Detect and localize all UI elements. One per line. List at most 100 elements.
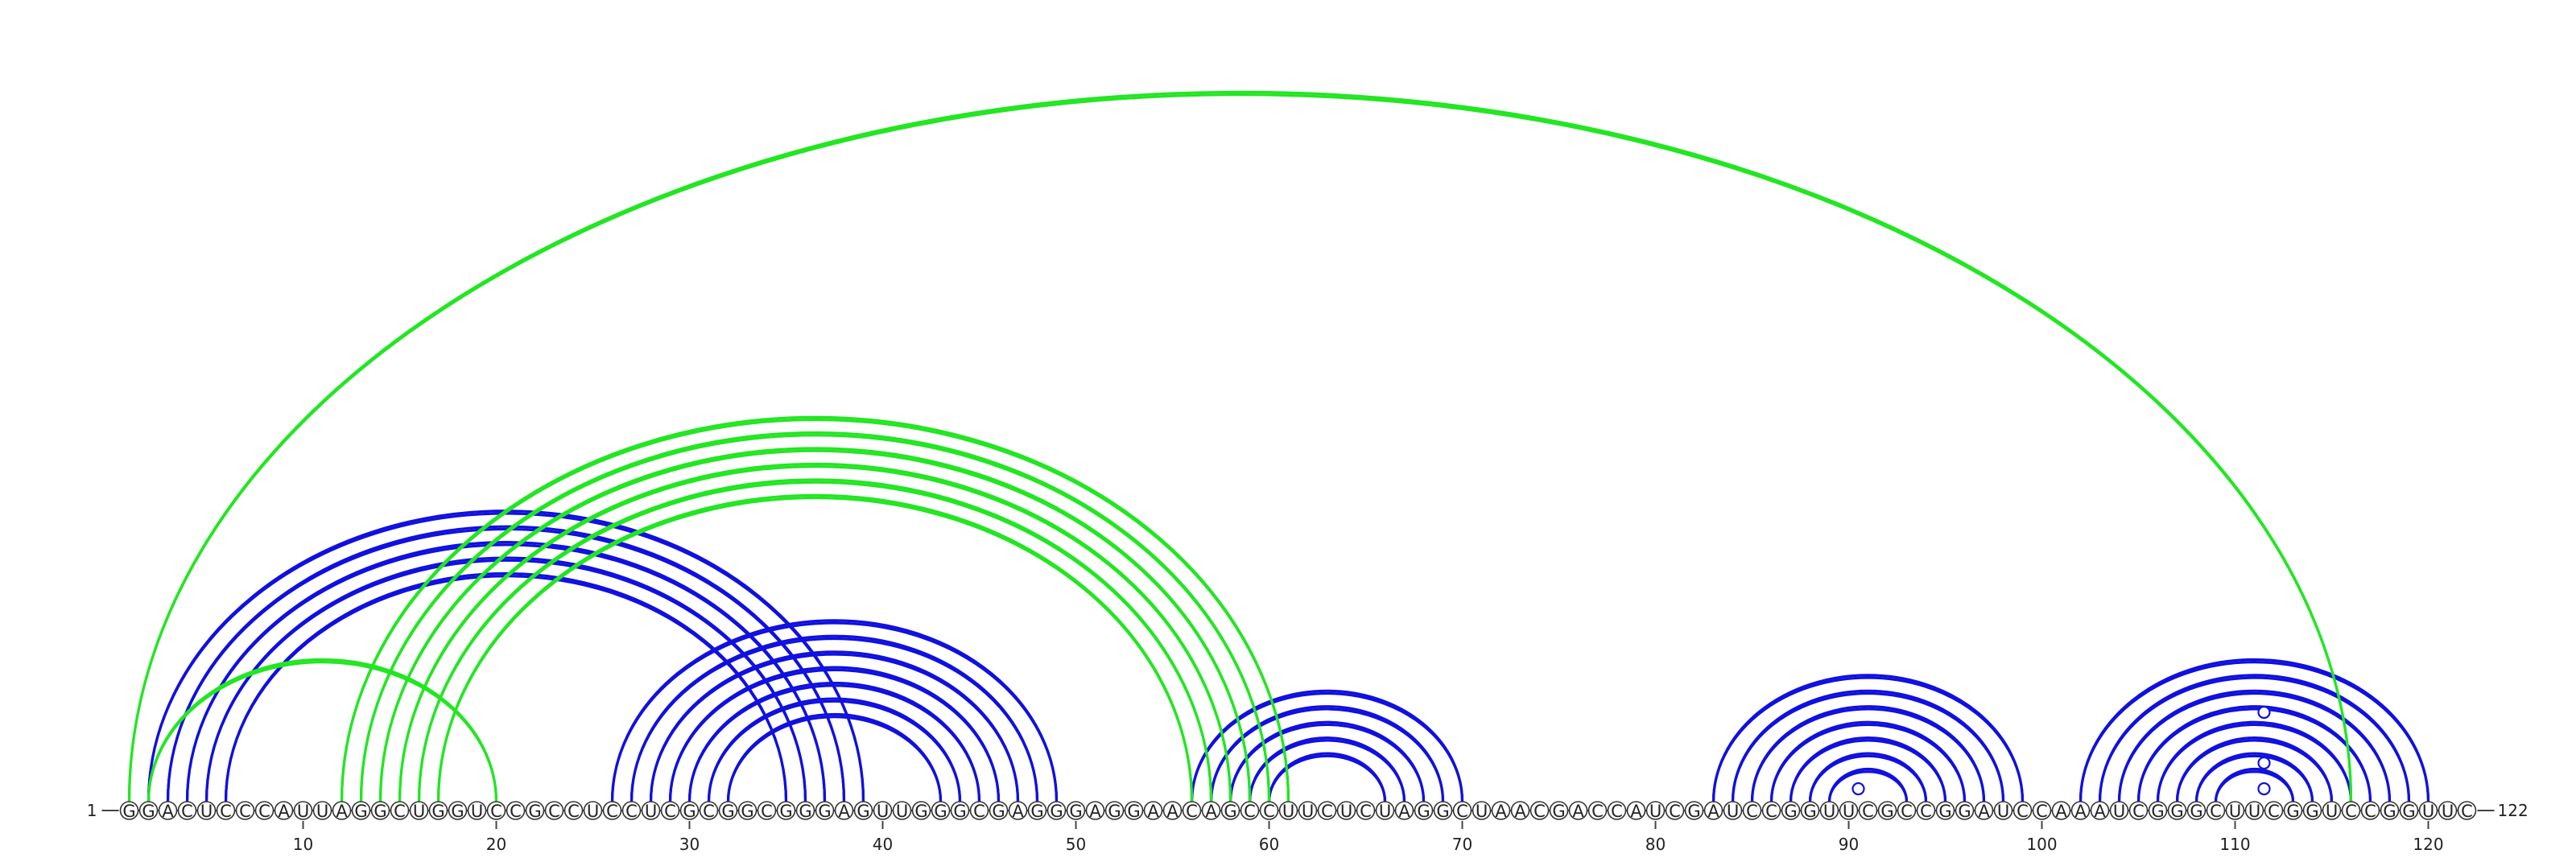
position-axis: 10 20 30 40 50 60 70 80 90 100 110 120 <box>293 821 2444 854</box>
nucleotide-letter: A <box>1630 802 1642 821</box>
nucleotide-circle <box>2283 801 2303 820</box>
nucleotide-29: C <box>660 801 680 821</box>
nucleotide-letter: G <box>934 802 947 821</box>
loop-markers <box>1852 705 2271 796</box>
nucleotide-54: A <box>1143 801 1163 821</box>
nucleotide-122: C <box>2457 801 2477 821</box>
blue-arc-88-94-inner <box>1808 754 1928 802</box>
nucleotide-65: C <box>1356 801 1376 821</box>
nucleotide-letter: C <box>1534 802 1546 821</box>
nucleotide-letter: A <box>1205 802 1217 821</box>
nucleotide-letter: C <box>2017 802 2029 821</box>
nucleotide-letter: C <box>1611 802 1623 821</box>
nucleotide-circle <box>2186 801 2207 820</box>
nucleotide-letter: U <box>587 802 599 821</box>
nucleotide-33: G <box>737 801 758 821</box>
nucleotide-letter: C <box>2345 802 2357 821</box>
nucleotide-105: C <box>2128 801 2149 821</box>
nucleotide-letter: G <box>431 802 444 821</box>
nucleotide-letter: G <box>1803 802 1816 821</box>
nucleotide-letter: U <box>471 802 483 821</box>
blue-arc-32-43-inner <box>726 716 943 802</box>
nucleotide-letter: C <box>761 802 773 821</box>
nucleotide-circle <box>1568 801 1588 820</box>
nucleotide-circle <box>1761 801 1781 820</box>
nucleotide-letter: U <box>2113 802 2125 821</box>
tick-label-100: 100 <box>2026 835 2057 854</box>
nucleotide-letter: U <box>1302 802 1314 821</box>
nucleotide-70: C <box>1452 801 1472 821</box>
nucleotide-letter: G <box>142 802 155 821</box>
nucleotide-34: C <box>757 801 777 821</box>
nucleotide-letter: C <box>2364 802 2376 821</box>
nucleotide-48: G <box>1027 801 1047 821</box>
nucleotide-letter: G <box>953 802 966 821</box>
start-position-label: 1 <box>87 801 97 820</box>
nucleotide-circle <box>873 801 893 820</box>
nucleotide-69: G <box>1433 801 1453 821</box>
loop-marker-3 <box>2257 756 2271 770</box>
nucleotide-circle <box>1897 801 1917 820</box>
nucleotide-51: A <box>1085 801 1105 821</box>
nucleotide-letter: G <box>1938 802 1951 821</box>
nucleotide-circle <box>525 801 545 820</box>
nucleotide-letter: G <box>1687 802 1700 821</box>
tick-label-70: 70 <box>1452 835 1472 854</box>
nucleotide-81: C <box>1665 801 1685 821</box>
nucleotide-109: C <box>2206 801 2226 821</box>
nucleotide-circle <box>119 801 139 820</box>
nucleotide-circle <box>1317 801 1337 820</box>
nucleotide-circle <box>293 801 313 820</box>
nucleotide-62: U <box>1298 801 1318 821</box>
nucleotide-10: U <box>293 801 313 821</box>
nucleotide-13: G <box>351 801 371 821</box>
nucleotide-94: C <box>1916 801 1936 821</box>
nucleotide-101: A <box>2051 801 2071 821</box>
nucleotide-circle <box>969 801 989 820</box>
green-arc-1-116-outer <box>127 90 2353 802</box>
blue-arc-84-98-outer <box>1731 689 2005 802</box>
nucleotide-letter: G <box>528 802 541 821</box>
nucleotide-letter: A <box>1978 802 1990 821</box>
green-arc-12-61-inner <box>340 418 1290 802</box>
nucleotide-40: U <box>873 801 893 821</box>
nucleotide-83: A <box>1703 801 1724 821</box>
nucleotide-letter: G <box>1880 802 1893 821</box>
nucleotide-circle <box>1182 801 1202 820</box>
nucleotide-circle <box>1955 801 1975 820</box>
nucleotide-circle <box>621 801 642 820</box>
nucleotide-circle <box>2438 801 2458 820</box>
nucleotide-circle <box>254 801 275 820</box>
nucleotide-circle <box>1336 801 1356 820</box>
nucleotide-17: G <box>428 801 448 821</box>
base-pair-arcs <box>127 90 2430 802</box>
nucleotide-circle <box>1259 801 1279 820</box>
blue-arc-109-113-outer <box>2214 767 2295 802</box>
nucleotide-letter: U <box>2229 802 2241 821</box>
nucleotide-circle <box>390 801 410 820</box>
nucleotide-letter: U <box>1379 802 1391 821</box>
nucleotide-3: A <box>158 801 178 821</box>
nucleotide-112: C <box>2264 801 2284 821</box>
blue-arc-31-44-outer <box>707 697 962 802</box>
nucleotide-77: C <box>1587 801 1608 821</box>
nucleotide-circle <box>2148 801 2168 820</box>
nucleotide-letter: C <box>1669 802 1681 821</box>
nucleotide-letter: U <box>2326 802 2338 821</box>
nucleotide-letter: G <box>2402 802 2415 821</box>
nucleotide-letter: G <box>2286 802 2299 821</box>
nucleotide-39: G <box>853 801 873 821</box>
blue-arc-59-67-inner <box>1248 739 1406 802</box>
nucleotide-letter: A <box>1147 802 1159 821</box>
nucleotide-letter: C <box>1765 802 1777 821</box>
nucleotide-circle <box>1104 801 1125 820</box>
nucleotide-letter: G <box>857 802 869 821</box>
nucleotide-letter: G <box>1417 802 1430 821</box>
nucleotide-circle <box>583 801 603 820</box>
nucleotide-letter: G <box>1958 802 1971 821</box>
blue-arc-6-35-inner <box>224 575 788 802</box>
tick-label-50: 50 <box>1066 835 1086 854</box>
nucleotide-88: G <box>1800 801 1820 821</box>
nucleotide-circle <box>2341 801 2361 820</box>
nucleotide-letter: U <box>316 802 328 821</box>
